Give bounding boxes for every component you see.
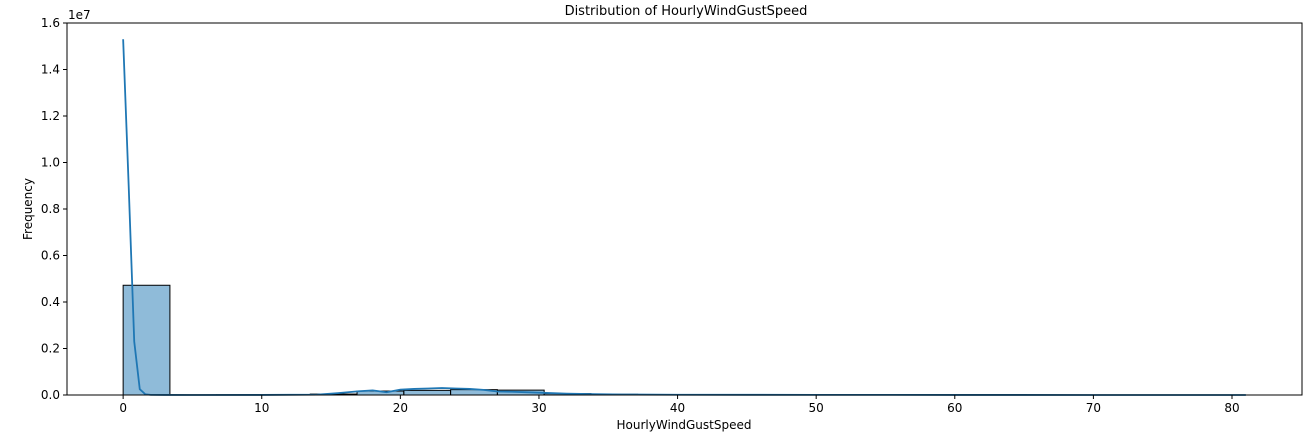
histogram-bar [122,284,171,396]
y-tick-label: 1.2 [41,109,60,123]
x-axis-label: HourlyWindGustSpeed [617,418,752,432]
x-tick-label: 30 [531,401,546,415]
y-tick-label: 0.4 [41,295,60,309]
y-tick-label: 0.2 [41,342,60,356]
kde-line [122,39,1246,396]
y-tick-label: 1.4 [41,63,60,77]
y-axis-label: Frequency [21,178,35,240]
y-offset-text: 1e7 [68,8,91,22]
x-tick-label: 80 [1224,401,1239,415]
y-tick-label: 0.0 [41,388,60,402]
x-tick-label: 60 [947,401,962,415]
y-tick-label: 1.6 [41,16,60,30]
plot-area [122,39,1247,396]
x-tick-label: 70 [1086,401,1101,415]
x-tick-label: 50 [809,401,824,415]
x-tick-label: 0 [119,401,127,415]
chart-title: Distribution of HourlyWindGustSpeed [565,4,808,19]
x-tick-label: 20 [393,401,408,415]
x-tick-label: 40 [670,401,685,415]
y-tick-label: 1.0 [41,156,60,170]
histogram-bar [403,389,452,396]
y-tick-label: 0.8 [41,202,60,216]
plot-frame [66,22,1303,396]
x-tick-label: 10 [254,401,269,415]
y-tick-label: 0.6 [41,249,60,263]
y-ticks: 0.0 0.2 0.4 0.6 0.8 1.0 1.2 1.4 1.6 [41,16,67,402]
x-ticks: 0 10 20 30 40 50 60 70 80 [119,395,1240,415]
